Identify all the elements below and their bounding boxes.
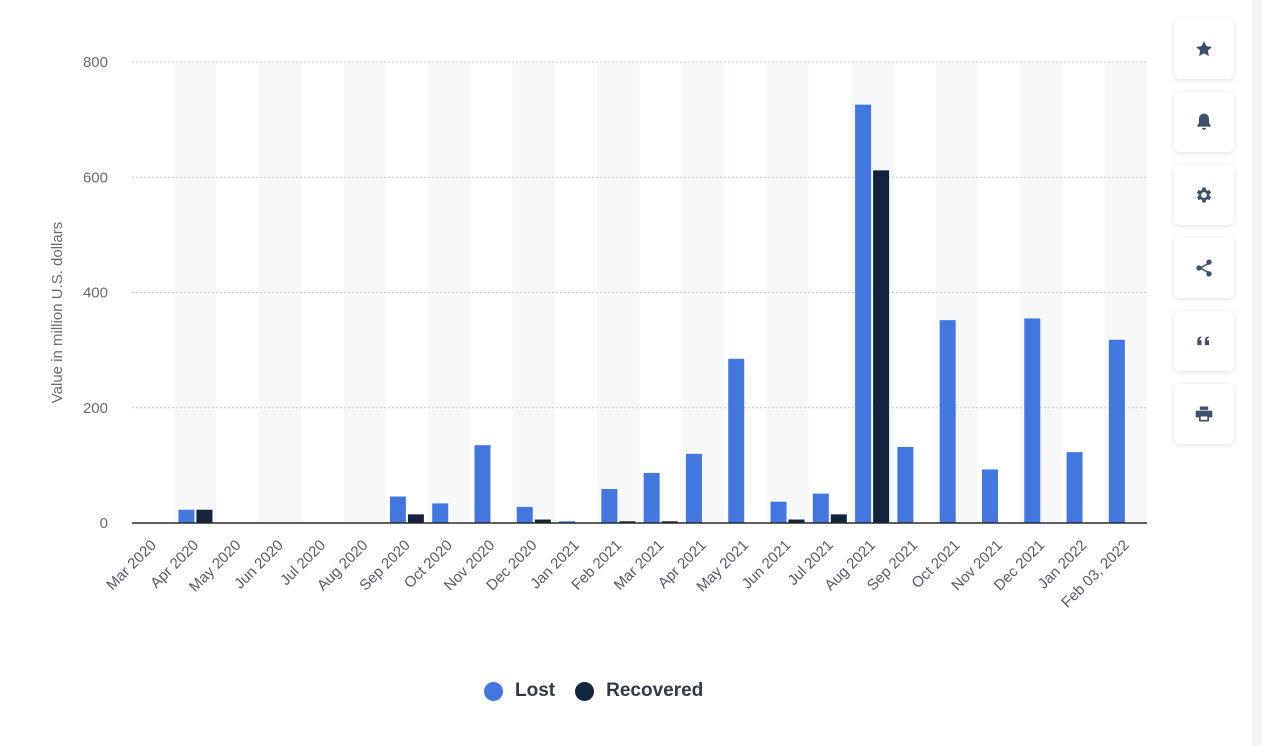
bar-recovered xyxy=(407,514,424,523)
share-button[interactable] xyxy=(1174,238,1234,298)
bar-lost xyxy=(855,104,872,523)
bar-lost xyxy=(685,453,702,523)
chart-area: 0 200 400 600 800 Mar 2020 Apr 2020 May 2020 Ju… xyxy=(49,54,1147,702)
cite-button[interactable] xyxy=(1174,311,1234,371)
bar-lost xyxy=(559,521,576,523)
y-tick-label: 600 xyxy=(83,169,108,186)
bar-lost xyxy=(643,472,660,523)
y-tick-label: 400 xyxy=(83,285,108,302)
bar-lost xyxy=(474,445,491,523)
legend-label-lost: Lost xyxy=(515,680,556,701)
y-axis-title: Value in million U.S. dollars xyxy=(49,222,66,403)
bar-recovered xyxy=(619,521,636,523)
bar-lost xyxy=(178,509,195,523)
gear-icon xyxy=(1196,187,1212,203)
favorite-button[interactable] xyxy=(1174,19,1234,79)
bar-lost xyxy=(1108,339,1125,523)
y-tick-label: 0 xyxy=(100,515,108,532)
legend: Lost Recovered xyxy=(484,680,723,702)
bell-icon xyxy=(1197,113,1211,130)
notification-button[interactable] xyxy=(1174,92,1234,152)
bar-lost xyxy=(601,489,618,523)
legend-label-recovered: Recovered xyxy=(606,680,704,701)
bar-lost xyxy=(516,506,533,523)
bar-lost xyxy=(389,496,406,523)
bar-lost xyxy=(770,501,787,523)
settings-button[interactable] xyxy=(1174,165,1234,225)
chart-toolbar xyxy=(1174,19,1236,457)
bar-recovered xyxy=(196,509,213,523)
bar-recovered xyxy=(661,521,678,523)
legend-item-recovered[interactable]: Recovered xyxy=(575,680,703,702)
page-edge xyxy=(1252,0,1262,746)
quote-icon xyxy=(1197,336,1209,346)
share-icon xyxy=(1196,259,1212,277)
bars xyxy=(178,104,1125,523)
bar-recovered xyxy=(873,170,890,523)
y-axis-ticks: 0 200 400 600 800 xyxy=(83,54,108,532)
bar-recovered xyxy=(830,514,847,523)
bar-lost xyxy=(1066,452,1083,523)
bar-lost xyxy=(1024,318,1041,523)
bar-lost xyxy=(939,320,956,523)
bar-lost xyxy=(812,493,829,523)
gridlines xyxy=(132,61,1147,409)
y-tick-label: 200 xyxy=(83,400,108,417)
bar-lost xyxy=(981,469,998,523)
bar-lost xyxy=(728,358,745,523)
print-button[interactable] xyxy=(1174,384,1234,444)
bar-recovered xyxy=(534,519,551,523)
bar-lost xyxy=(432,503,449,523)
y-tick-label: 800 xyxy=(83,54,108,71)
print-icon xyxy=(1195,406,1213,422)
star-icon xyxy=(1196,41,1212,57)
bar-lost xyxy=(897,446,914,523)
legend-dot-lost xyxy=(484,681,503,701)
bar-recovered xyxy=(788,519,805,523)
legend-dot-recovered xyxy=(575,681,595,701)
legend-item-lost[interactable]: Lost xyxy=(484,680,555,702)
